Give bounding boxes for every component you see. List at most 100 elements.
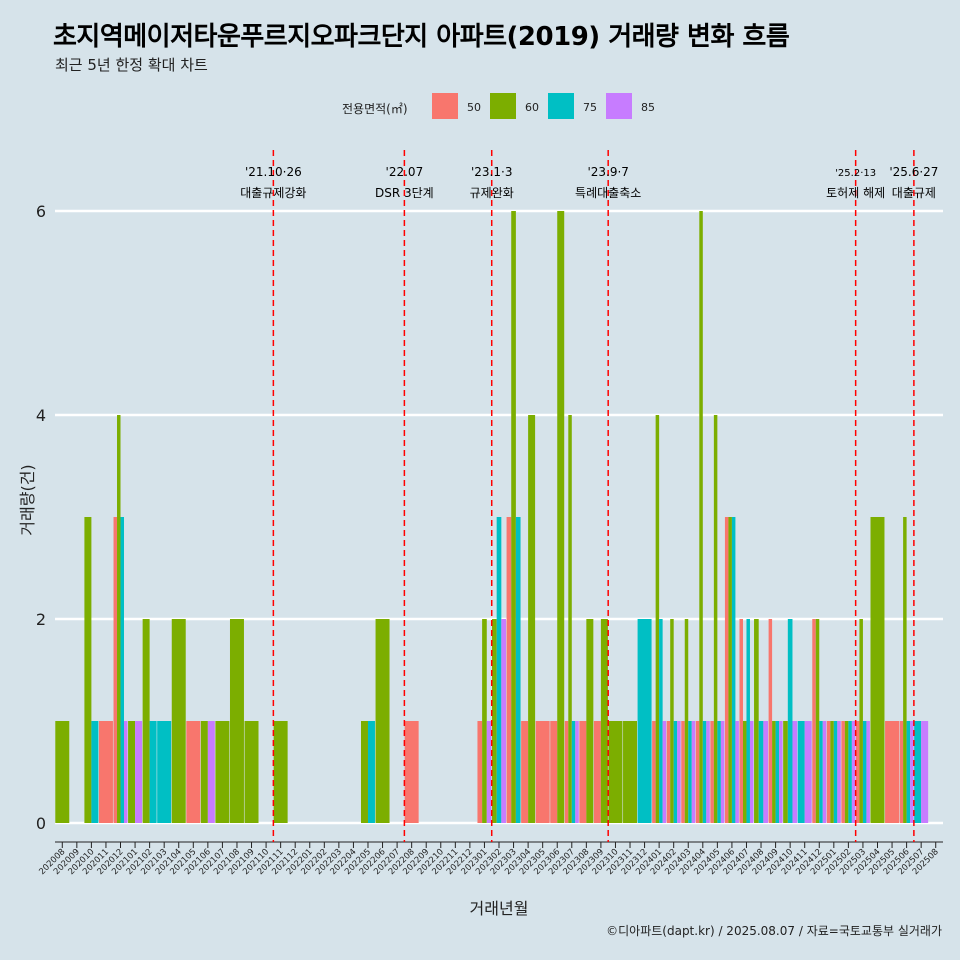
event-date: '23.1·3 [471, 165, 512, 179]
bar-202205-75 [367, 721, 375, 823]
bar-202310-60 [608, 721, 623, 823]
bar-202407-60 [742, 721, 747, 823]
bar-202107-60 [215, 721, 230, 823]
chart-title: 초지역메이저타운푸르지오파크단지 아파트(2019) 거래량 변화 흐름 [53, 22, 790, 52]
bar-202506-50 [899, 721, 904, 823]
bar-202406-50 [724, 517, 729, 823]
event-date: '21.10·26 [245, 165, 302, 179]
bar-202405-50 [710, 721, 714, 823]
bar-202407-85 [749, 721, 754, 823]
bar-202401-60 [655, 415, 660, 823]
bar-202307-75 [571, 721, 576, 823]
bar-202208-50 [404, 721, 419, 823]
bar-202503-75 [862, 721, 867, 823]
bar-202405-75 [717, 721, 721, 823]
bar-202309-50 [593, 721, 601, 823]
legend-label-75: 75 [583, 101, 597, 114]
bar-202406-85 [735, 721, 739, 823]
bar-202411-75 [797, 721, 805, 823]
bar-202412-85 [822, 721, 827, 823]
bar-202108-60 [229, 619, 244, 823]
bar-202407-50 [739, 619, 743, 823]
legend-key-60 [490, 93, 516, 119]
bar-202012-75 [120, 517, 125, 823]
bar-202303-75 [515, 517, 521, 823]
legend-title: 전용면적(㎡) [342, 102, 408, 116]
event-label: 규제완화 [470, 186, 514, 200]
bar-202012-50 [113, 517, 118, 823]
legend-key-85 [606, 93, 632, 119]
bar-202306-60 [557, 211, 565, 823]
bar-202302-75 [496, 517, 502, 823]
bar-202502-75 [848, 721, 852, 823]
bar-202312-75 [637, 619, 652, 823]
bar-202401-50 [652, 721, 656, 823]
bar-202404-85 [706, 721, 710, 823]
bar-202302-60 [492, 619, 497, 823]
bar-202301-85 [486, 721, 492, 823]
caption: ©디아파트(dapt.kr) / 2025.08.07 / 자료=국토교통부 실… [606, 924, 942, 938]
bar-202404-75 [702, 721, 707, 823]
bar-202410-60 [783, 721, 788, 823]
event-date: '25.2·13 [835, 168, 876, 179]
bar-202307-50 [564, 721, 569, 823]
bar-202012-60 [117, 415, 121, 823]
event-label: 특례대출축소 [575, 186, 641, 200]
bar-202408-75 [758, 721, 764, 823]
bar-202105-50 [186, 721, 201, 823]
legend: 전용면적(㎡) 50 60 75 85 [0, 92, 960, 124]
event-label: DSR 3단계 [375, 186, 434, 200]
event-label: 대출규제강화 [240, 186, 306, 200]
bar-202403-50 [681, 721, 685, 823]
bar-202506-75 [906, 721, 911, 823]
bar-202412-50 [812, 619, 816, 823]
bar-202305-50 [535, 721, 550, 823]
bar-202405-85 [720, 721, 725, 823]
bar-202409-50 [768, 619, 773, 823]
bar-202111-60 [273, 721, 288, 823]
bar-202306-50 [550, 721, 558, 823]
bar-202507-85 [921, 721, 929, 823]
bar-202308-50 [579, 721, 587, 823]
bar-202501-75 [833, 721, 838, 823]
bar-202501-60 [830, 721, 834, 823]
bar-202407-75 [746, 619, 750, 823]
bar-202106-60 [200, 721, 208, 823]
legend-label-85: 85 [641, 101, 655, 114]
bar-202403-60 [684, 619, 689, 823]
bar-202405-60 [713, 415, 718, 823]
bar-202410-75 [787, 619, 793, 823]
bar-202502-60 [844, 721, 849, 823]
bar-202401-85 [662, 721, 667, 823]
bar-202401-75 [659, 619, 663, 823]
legend-label-50: 50 [467, 101, 481, 114]
bar-202010-75 [91, 721, 99, 823]
bar-202411-85 [804, 721, 812, 823]
bar-202307-60 [568, 415, 572, 823]
bar-202010-60 [84, 517, 92, 823]
bar-202507-75 [914, 721, 922, 823]
bar-202404-60 [699, 211, 703, 823]
event-date: '23.9·7 [587, 165, 628, 179]
bar-202404-50 [695, 721, 700, 823]
bar-202102-75 [149, 721, 157, 823]
legend-key-75 [548, 93, 574, 119]
bar-202506-60 [903, 517, 907, 823]
bar-202309-60 [600, 619, 608, 823]
bar-202308-60 [586, 619, 594, 823]
bar-202304-60 [528, 415, 536, 823]
bar-202402-85 [677, 721, 681, 823]
bar-202402-60 [670, 619, 674, 823]
bar-202501-85 [837, 721, 841, 823]
event-date: '25.6·27 [889, 165, 938, 179]
bar-202403-75 [688, 721, 692, 823]
bar-202502-85 [851, 721, 856, 823]
bar-202307-85 [575, 721, 579, 823]
bar-202206-60 [375, 619, 390, 823]
bar-202101-60 [128, 721, 136, 823]
bar-202311-60 [623, 721, 638, 823]
bar-202101-85 [135, 721, 143, 823]
y-axis-title: 거래량(건) [18, 464, 37, 535]
bar-202503-50 [855, 721, 860, 823]
bar-202505-50 [885, 721, 900, 823]
